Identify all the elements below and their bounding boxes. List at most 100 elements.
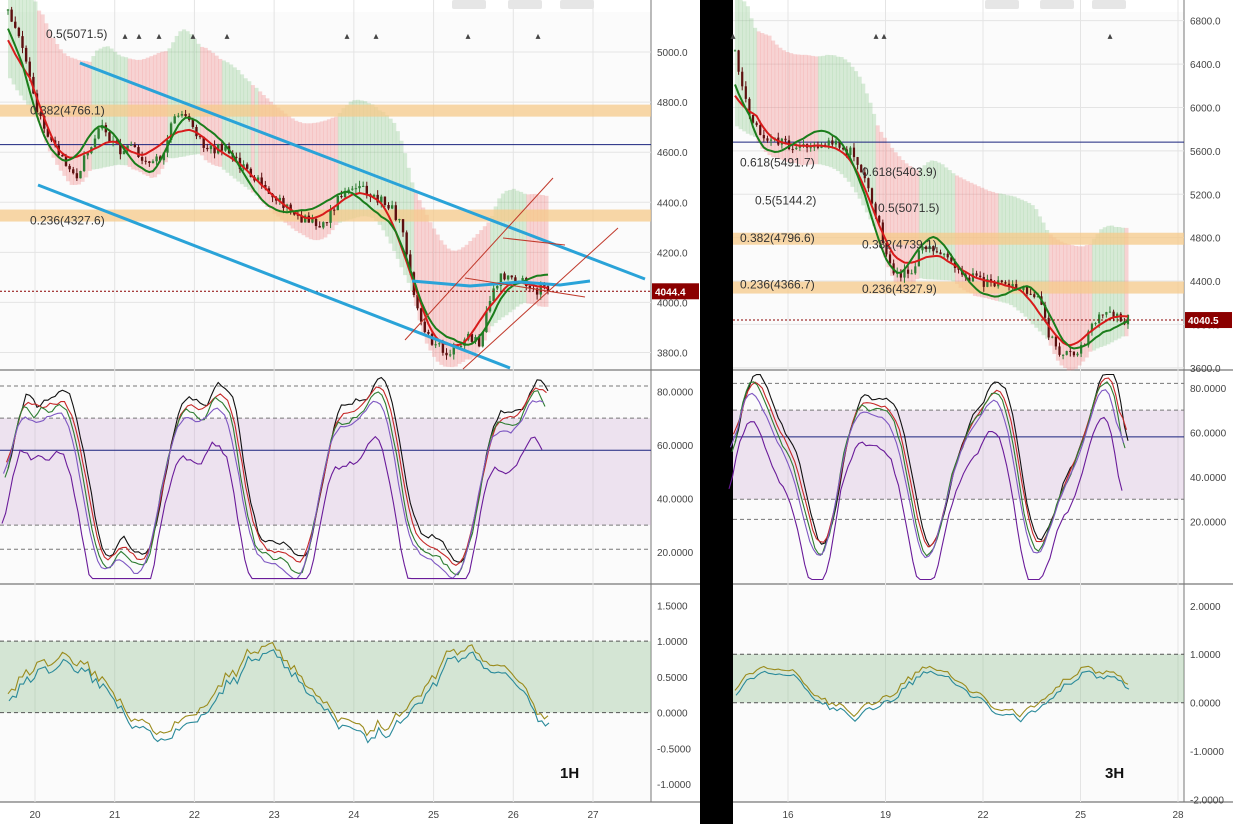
chart2-price-tick-label-4: 5200.0 xyxy=(1190,190,1221,201)
chart2-cloud-29 xyxy=(839,57,844,175)
chart1-cloud-76 xyxy=(283,113,288,223)
chart1-candle-body-138 xyxy=(506,275,510,280)
chart1-candle-body-101 xyxy=(372,194,376,197)
chart1-price-tick-label-6: 3800.0 xyxy=(657,348,688,359)
chart1-candle-body-84 xyxy=(311,218,314,223)
chart1-candle-body-137 xyxy=(503,273,506,280)
chart1-candle-body-120 xyxy=(441,343,445,353)
chart2-cloud-52 xyxy=(922,165,927,279)
chart1-candle-body-57 xyxy=(213,145,216,154)
chart2-cloud-20 xyxy=(807,55,812,165)
chart1-x-tick-label-2: 22 xyxy=(189,810,201,821)
chart2-cloud-89 xyxy=(1055,239,1060,361)
chart1-cloud-6 xyxy=(29,0,34,110)
chart1-candle-body-39 xyxy=(148,161,151,163)
chart2-candle-body-82 xyxy=(1029,293,1032,295)
chart2-osc-tick-label-1: 1.0000 xyxy=(1190,650,1221,661)
chart2-candle-body-8 xyxy=(762,134,765,139)
chart1-candle-body-98 xyxy=(361,185,365,187)
chart2-candle-body-57 xyxy=(939,252,942,255)
chart1-osc-tick-label-3: 0.0000 xyxy=(657,709,688,720)
chart1-candle-body-22 xyxy=(86,153,89,156)
chart1-candle-body-45 xyxy=(169,123,173,141)
chart1-cloud-13 xyxy=(55,44,60,165)
chart1-cloud-8 xyxy=(36,10,42,122)
chart1-wedge-line-3 xyxy=(502,237,566,246)
chart1-candle-body-136 xyxy=(499,273,503,286)
chart2-candle-body-30 xyxy=(842,147,845,150)
chart1-candle-body-142 xyxy=(521,278,524,283)
chart2-candle-body-28 xyxy=(834,140,838,145)
chart1-cloud-0 xyxy=(8,0,13,79)
chart2-candle-body-37 xyxy=(867,178,870,189)
chart1-candle-body-105 xyxy=(387,204,390,209)
chart1-candle-body-19 xyxy=(75,173,79,179)
chart1-candle-body-93 xyxy=(343,192,347,198)
chart1-cloud-12 xyxy=(51,37,56,158)
chart1-cloud-139 xyxy=(511,188,516,310)
chart1-price-tick-label-0: 5000.0 xyxy=(657,48,688,59)
chart2-timeframe-label: 3H xyxy=(1105,765,1124,782)
chart1-cloud-67 xyxy=(250,85,255,193)
chart1-candle-body-21 xyxy=(82,155,86,171)
chart2-marker-1: ▴ xyxy=(873,31,878,42)
chart1-cloud-106 xyxy=(392,122,397,252)
chart2-candle-body-3 xyxy=(744,86,747,99)
chart2-cloud-75 xyxy=(1005,195,1010,304)
chart1-candle-body-36 xyxy=(137,147,140,158)
chart1-candle-body-89 xyxy=(329,209,332,223)
chart2-candle-body-29 xyxy=(838,140,841,148)
chart2-candle-body-105 xyxy=(1112,311,1115,318)
chart1-cloud-74 xyxy=(276,107,281,217)
chart1-candle-body-8 xyxy=(35,93,39,113)
chart2-cloud-3 xyxy=(745,6,750,134)
chart1-candle-body-132 xyxy=(485,311,488,333)
chart2-candle-body-62 xyxy=(957,267,960,270)
chart2-cloud-19 xyxy=(803,54,808,165)
chart1-x-tick-label-0: 20 xyxy=(29,810,41,821)
chart1-candle-body-104 xyxy=(383,196,387,205)
chart1-cloud-11 xyxy=(47,31,52,152)
toolbar-button-4 xyxy=(1040,0,1074,9)
chart2-fib-label-2: 0.382(4796.6) xyxy=(740,231,815,245)
chart1-candle-body-130 xyxy=(477,336,481,347)
chart1-cloud-16 xyxy=(65,56,71,182)
chart2-cloud-77 xyxy=(1012,196,1017,308)
chart1-marker-1: ▴ xyxy=(136,31,141,42)
chart1-candle-body-122 xyxy=(448,354,452,356)
chart2-cloud-24 xyxy=(821,55,826,166)
chart1-fib-label-0: 0.5(5071.5) xyxy=(46,27,107,41)
chart1-cloud-137 xyxy=(504,190,509,316)
chart2-red-trend-line xyxy=(734,95,1129,347)
chart1-cloud-75 xyxy=(279,110,284,220)
chart2-candle-body-94 xyxy=(1072,351,1076,356)
chart1-cloud-60 xyxy=(225,62,230,173)
chart2-candle-body-4 xyxy=(748,98,751,116)
chart1-cloud-87 xyxy=(323,120,328,238)
chart2-candle-body-101 xyxy=(1098,314,1101,324)
chart1-cloud-91 xyxy=(337,113,342,223)
chart1-cloud-128 xyxy=(471,237,477,358)
chart1-candle-body-18 xyxy=(72,169,75,174)
chart1-cloud-81 xyxy=(301,123,306,236)
chart2-candle-body-54 xyxy=(928,246,931,250)
chart1-cloud-4 xyxy=(22,0,27,101)
chart1-candle-body-59 xyxy=(220,144,224,151)
chart1-candle-body-71 xyxy=(264,184,267,189)
chart1-candle-body-28 xyxy=(108,132,111,142)
chart1-cloud-94 xyxy=(348,101,353,220)
chart2-candle-body-91 xyxy=(1062,354,1065,356)
chart2-osc-line-0 xyxy=(734,665,1129,718)
chart2-cloud-62 xyxy=(958,177,963,288)
chart1-cloud-114 xyxy=(421,207,426,334)
chart1-candle-body-0 xyxy=(6,9,10,11)
chart1-candle-body-111 xyxy=(409,254,412,273)
chart1-cloud-72 xyxy=(268,101,274,210)
chart2-fib-label-1: 0.5(5144.2) xyxy=(755,193,816,207)
chart2-candle-body-81 xyxy=(1025,286,1029,294)
chart2-candle-body-90 xyxy=(1058,346,1061,355)
chart2-cloud-54 xyxy=(929,160,934,280)
chart2-osc-tick-label-3: -1.0000 xyxy=(1190,747,1224,758)
